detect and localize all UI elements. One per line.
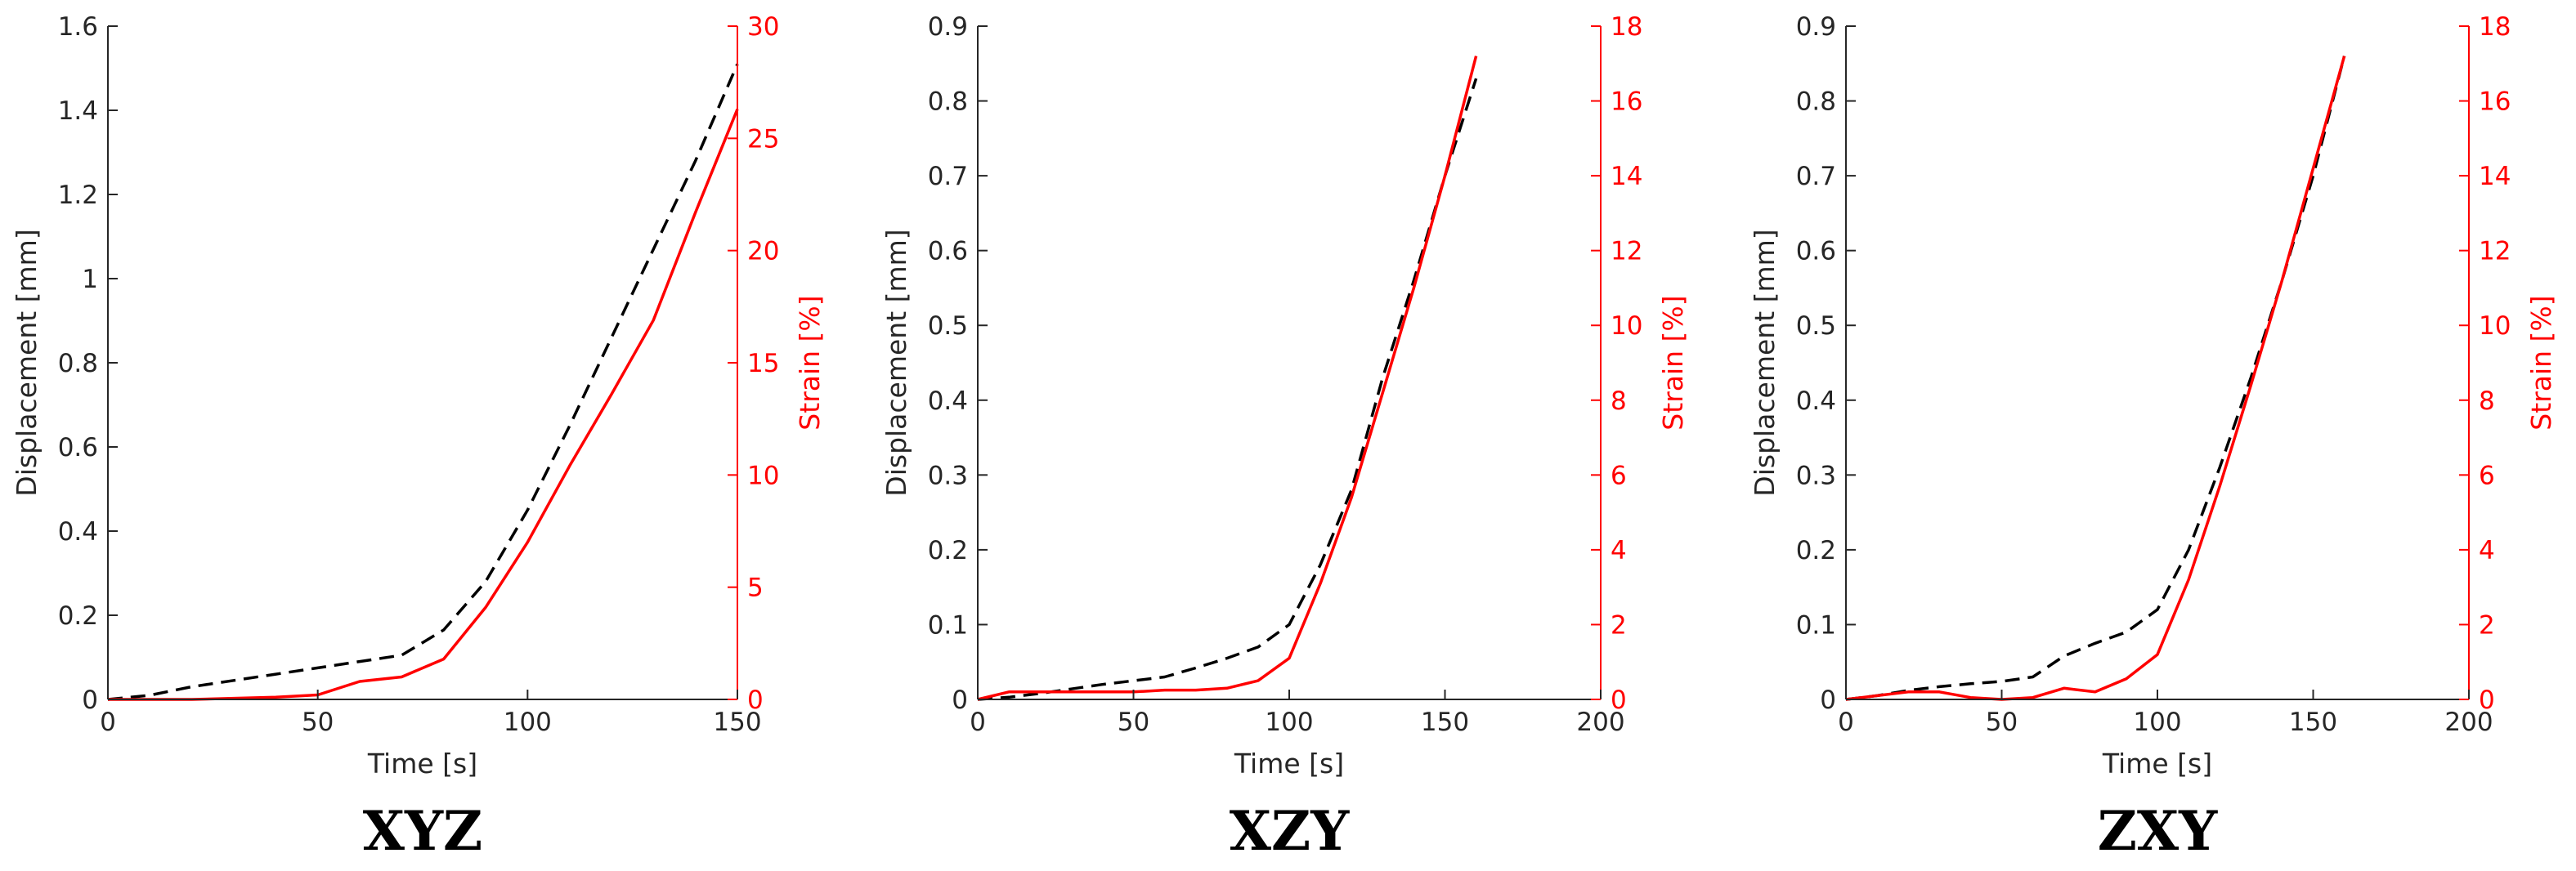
y-right-axis-label: Strain [%]	[794, 295, 826, 430]
y-right-tick-label: 10	[2479, 311, 2511, 341]
y-left-tick-label: 0.7	[928, 162, 968, 191]
y-left-tick-label: 0.4	[1796, 386, 1836, 416]
x-axis-label: Time [s]	[1234, 748, 1344, 779]
x-tick-label: 0	[100, 708, 116, 737]
x-tick-label: 150	[713, 708, 761, 737]
x-tick-label: 200	[2444, 708, 2493, 737]
x-tick-label: 100	[2133, 708, 2181, 737]
strain-series-line	[108, 108, 739, 701]
y-right-tick-label: 25	[747, 124, 779, 154]
displacement-series-line	[1845, 56, 2346, 701]
y-left-tick-label: 0.9	[928, 12, 968, 42]
y-left-tick-label: 1.4	[58, 96, 98, 126]
panel-title: ZXY	[2098, 799, 2218, 863]
y-left-tick-label: 0.6	[1796, 237, 1836, 266]
y-right-tick-label: 8	[1611, 386, 1627, 416]
y-left-tick-label: 0.2	[928, 536, 968, 565]
y-left-tick-label: 0.8	[1796, 87, 1836, 117]
y-right-axis-label: Strain [%]	[1657, 295, 1689, 430]
y-left-tick-label: 0	[82, 686, 98, 715]
x-tick-label: 150	[2289, 708, 2337, 737]
x-axis-label: Time [s]	[2102, 748, 2212, 779]
y-right-tick-label: 4	[2479, 536, 2495, 565]
y-right-tick-label: 10	[1611, 311, 1642, 341]
x-tick-label: 0	[1838, 708, 1854, 737]
y-left-tick-label: 0.6	[58, 433, 98, 462]
y-right-tick-label: 8	[2479, 386, 2495, 416]
y-right-tick-label: 12	[1611, 237, 1642, 266]
y-right-tick-label: 0	[2479, 686, 2495, 715]
y-right-tick-label: 14	[2479, 162, 2511, 191]
y-left-tick-label: 0	[1820, 686, 1836, 715]
y-right-tick-label: 16	[1611, 87, 1642, 117]
y-left-tick-label: 0.1	[1796, 610, 1836, 640]
chart-panel-zxy: 0 50 100 150 20000.10.20.30.40.50.60.70.80.9…	[1749, 12, 2557, 863]
x-axis-label: Time [s]	[367, 748, 477, 779]
y-right-tick-label: 4	[1611, 536, 1627, 565]
x-tick-label: 50	[302, 708, 334, 737]
y-right-tick-label: 18	[2479, 12, 2511, 42]
y-left-axis-label: Displacement [mm]	[880, 229, 912, 496]
y-left-tick-label: 1.2	[58, 181, 98, 210]
x-tick-label: 150	[1421, 708, 1469, 737]
y-right-tick-label: 5	[747, 574, 764, 603]
y-left-tick-label: 0.7	[1796, 162, 1836, 191]
panel-title: XZY	[1230, 799, 1350, 863]
panel-title: XYZ	[363, 799, 483, 863]
y-left-axis-label: Displacement [mm]	[1749, 229, 1781, 496]
x-tick-label: 100	[1265, 708, 1313, 737]
y-left-tick-label: 0.4	[58, 517, 98, 547]
y-left-tick-label: 0.9	[1796, 12, 1836, 42]
displacement-series-line	[977, 78, 1478, 701]
x-tick-label: 100	[504, 708, 552, 737]
y-right-tick-label: 15	[747, 349, 779, 378]
y-left-tick-label: 1.6	[58, 12, 98, 42]
x-tick-label: 200	[1576, 708, 1624, 737]
y-right-tick-label: 0	[747, 686, 764, 715]
y-right-tick-label: 16	[2479, 87, 2511, 117]
x-tick-label: 50	[1986, 708, 2018, 737]
y-left-tick-label: 0.2	[1796, 536, 1836, 565]
y-right-tick-label: 18	[1611, 12, 1642, 42]
y-right-tick-label: 20	[747, 237, 779, 266]
y-left-tick-label: 0.8	[58, 349, 98, 378]
y-left-axis-label: Displacement [mm]	[11, 229, 43, 496]
y-right-tick-label: 14	[1611, 162, 1642, 191]
y-right-tick-label: 2	[1611, 610, 1627, 640]
strain-series-line	[1845, 56, 2346, 701]
y-left-tick-label: 1	[82, 265, 98, 294]
y-right-tick-label: 6	[1611, 461, 1627, 490]
y-left-tick-label: 0	[952, 686, 968, 715]
y-right-tick-label: 12	[2479, 237, 2511, 266]
y-right-axis-label: Strain [%]	[2525, 295, 2557, 430]
y-left-tick-label: 0.5	[928, 311, 968, 341]
y-left-tick-label: 0.1	[928, 610, 968, 640]
chart-panel-xzy: 0 50 100 150 20000.10.20.30.40.50.60.70.80.9…	[880, 12, 1689, 863]
y-right-tick-label: 30	[747, 12, 779, 42]
x-tick-label: 0	[970, 708, 986, 737]
y-right-tick-label: 6	[2479, 461, 2495, 490]
chart-panel-xyz: 0 50 100 15000.20.40.60.811.21.41.605101520…	[11, 12, 826, 863]
displacement-series-line	[107, 63, 739, 701]
y-left-tick-label: 0.3	[1796, 461, 1836, 490]
y-right-tick-label: 0	[1611, 686, 1627, 715]
y-left-tick-label: 0.8	[928, 87, 968, 117]
strain-series-line	[977, 56, 1478, 701]
y-left-tick-label: 0.6	[928, 237, 968, 266]
y-left-tick-label: 0.5	[1796, 311, 1836, 341]
x-tick-label: 50	[1118, 708, 1149, 737]
y-right-tick-label: 2	[2479, 610, 2495, 640]
y-left-tick-label: 0.4	[928, 386, 968, 416]
y-left-tick-label: 0.3	[928, 461, 968, 490]
y-left-tick-label: 0.2	[58, 601, 98, 631]
y-right-tick-label: 10	[747, 461, 779, 490]
